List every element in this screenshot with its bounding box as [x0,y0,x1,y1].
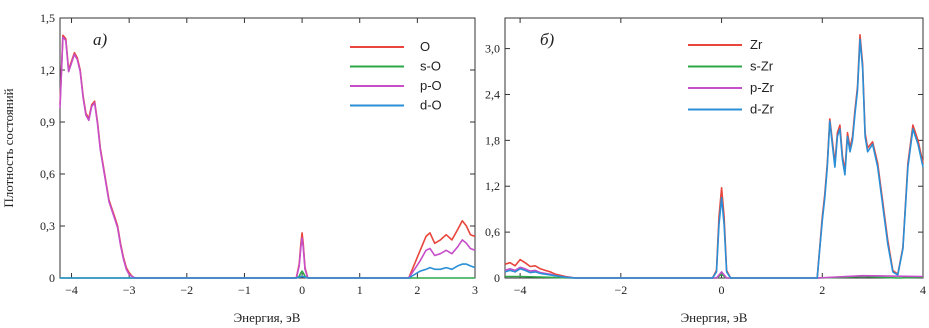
series-line-b-zr [504,33,924,279]
legend-label-b-0: Zr [750,37,763,52]
x-tick-label-b-2: 0 [719,283,725,297]
x-tick-label-a-2: −2 [180,283,193,297]
legend-label-a-3: d-O [420,98,442,113]
x-tick-label-b-4: 4 [920,283,926,297]
series-line-a-p-o [59,36,476,279]
x-axis-label-a: Энергия, эВ [234,310,301,325]
legend-label-b-3: d-Zr [750,102,775,117]
ticks-a: −4 −3 −2 −1 0 1 2 3 0 0,3 0,6 0,9 1,2 1,5 [40,11,478,297]
series-line-a-o [59,34,476,279]
x-tick-label-a-6: 2 [414,283,420,297]
x-axis-label-b: Энергия, эВ [681,310,748,325]
legend-label-b-2: p-Zr [750,80,775,95]
series-line-b-d-zr [504,38,924,279]
y-tick-label-a-3: 0,9 [40,115,55,129]
y-axis-label: Плотность состояний [1,88,16,207]
y-tick-label-a-0: 0 [49,271,55,285]
y-tick-label-a-4: 1,2 [40,63,55,77]
x-tick-label-a-5: 1 [357,283,363,297]
x-tick-label-a-3: −1 [238,283,251,297]
x-tick-label-b-0: −4 [514,283,527,297]
legend-b: Zr s-Zr p-Zr d-Zr [688,37,775,117]
x-tick-label-a-4: 0 [299,283,305,297]
y-tick-label-a-2: 0,6 [40,167,55,181]
y-tick-label-b-5: 3,0 [485,42,500,56]
ticks-b: −4 −2 0 2 4 0 0,6 1,2 1,8 2,4 3,0 [485,18,926,297]
x-tick-label-b-3: 2 [819,283,825,297]
y-tick-label-a-1: 0,3 [40,219,55,233]
panel-a: −4 −3 −2 −1 0 1 2 3 0 0,3 0,6 0,9 1,2 1,5 а) Os-O p-O d… [40,11,478,325]
panel-b: −4 −2 0 2 4 0 0,6 1,2 1,8 2,4 3,0 б) Zr s-Zr p-Zr d-Z… [485,17,926,325]
series-line-a-d-o [60,263,476,279]
panel-label-b: б) [540,30,555,49]
legend-a: Os-O p-O d-O [350,39,442,113]
y-tick-label-b-4: 2,4 [485,87,500,101]
y-tick-label-b-2: 1,2 [485,179,500,193]
x-tick-label-a-1: −3 [123,283,136,297]
y-tick-label-b-3: 1,8 [485,133,500,147]
series-group-b [504,33,924,279]
y-tick-label-b-1: 0,6 [485,225,500,239]
legend-label-a-0: O [420,39,430,54]
y-tick-label-b-0: 0 [494,271,500,285]
legend-label-a-2: p-O [420,78,442,93]
plot-frame-a [59,17,476,279]
x-tick-label-b-1: −2 [614,283,627,297]
panel-label-a: а) [93,30,108,49]
legend-label-b-1: s-Zr [750,59,774,74]
y-tick-label-a-5: 1,5 [40,11,55,25]
x-tick-label-a-0: −4 [65,283,78,297]
legend-label-a-1: s-O [420,59,441,74]
plot-frame-b [504,17,924,279]
series-group-a [59,34,476,279]
x-tick-label-a-7: 3 [472,283,478,297]
